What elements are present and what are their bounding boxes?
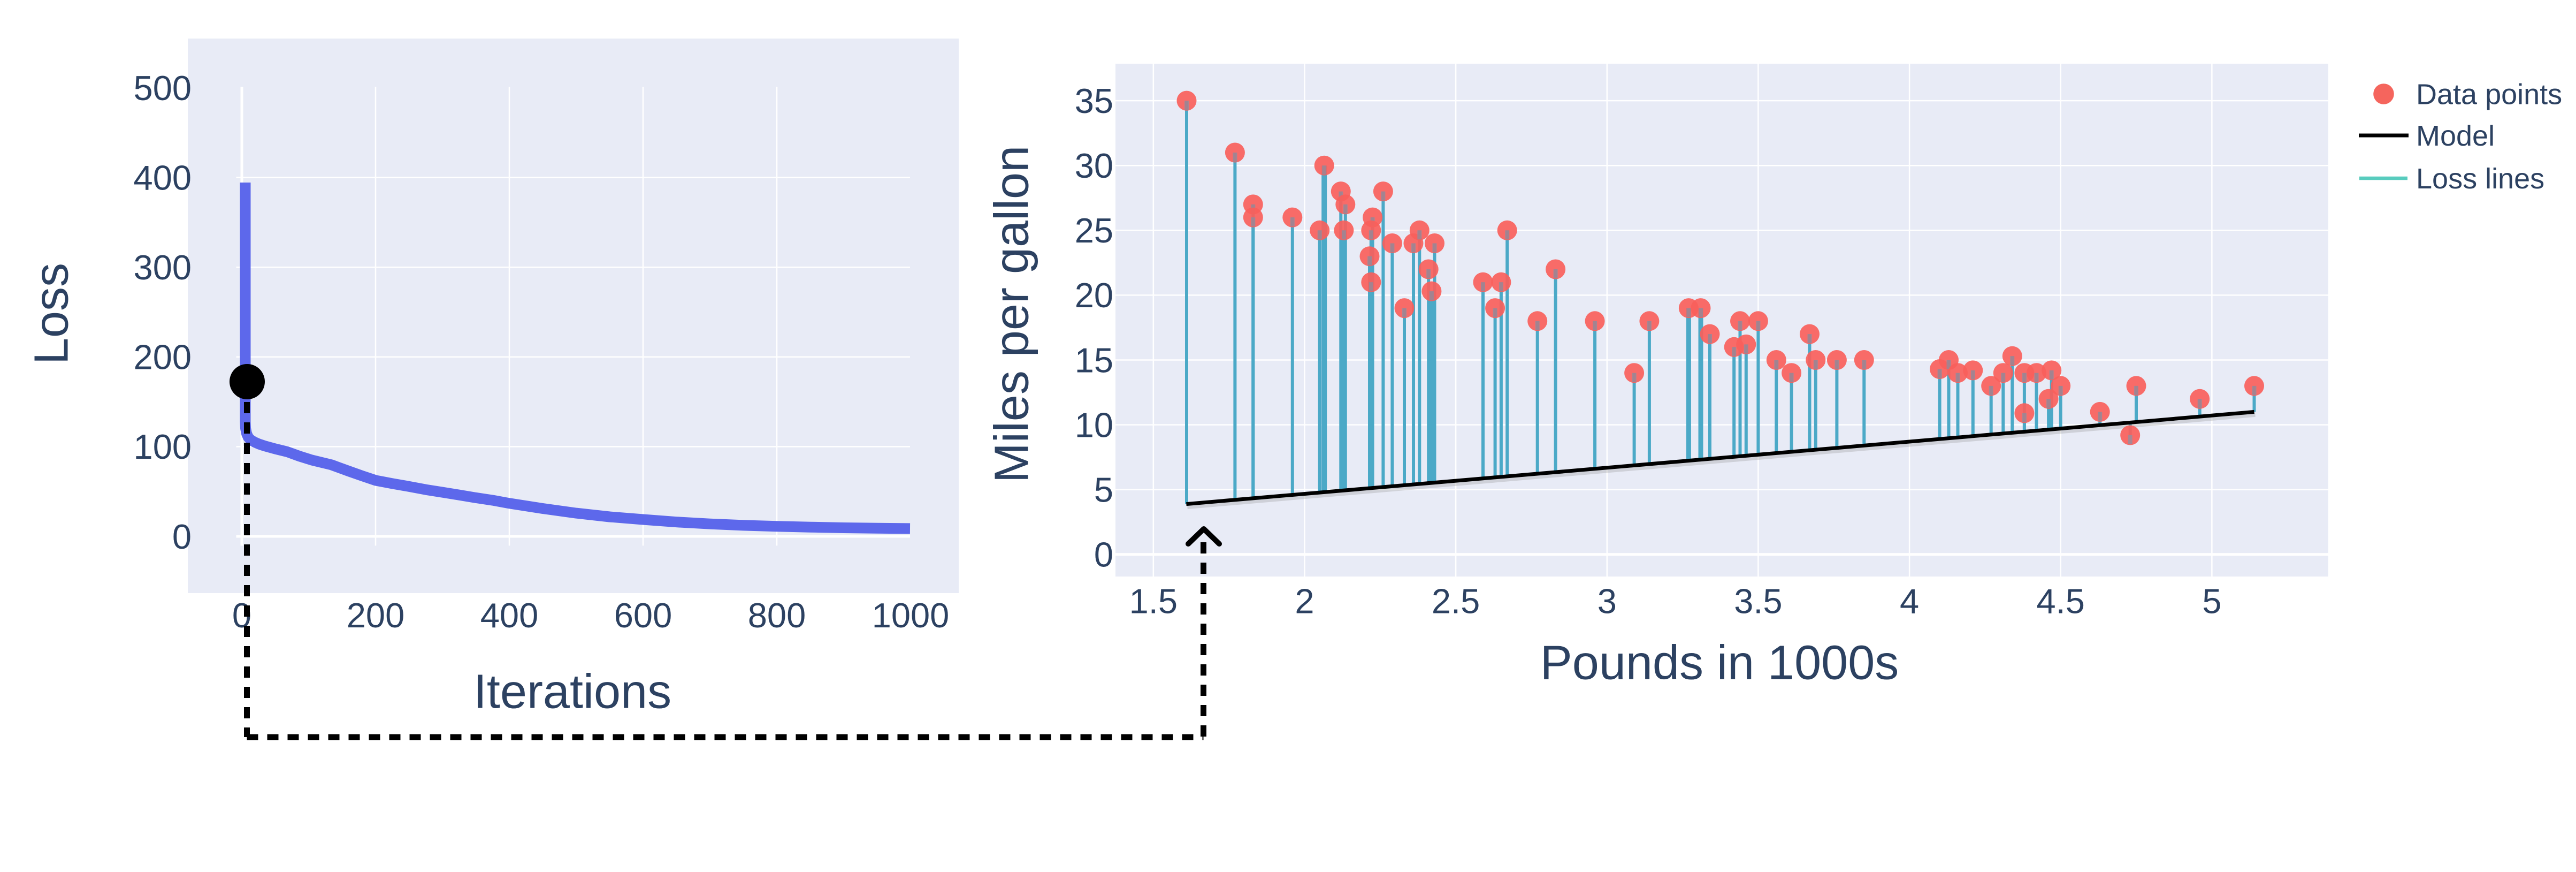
svg-text:600: 600 — [614, 596, 672, 635]
svg-text:200: 200 — [347, 596, 404, 635]
svg-text:Loss lines: Loss lines — [2416, 163, 2544, 195]
svg-text:Pounds in 1000s: Pounds in 1000s — [1540, 636, 1899, 690]
svg-text:300: 300 — [134, 248, 192, 287]
svg-text:Data points: Data points — [2416, 78, 2562, 110]
svg-text:25: 25 — [1075, 211, 1113, 250]
svg-text:1000: 1000 — [872, 596, 950, 635]
svg-text:3: 3 — [1597, 581, 1617, 620]
svg-text:10: 10 — [1075, 405, 1113, 444]
svg-text:5: 5 — [2202, 581, 2221, 620]
svg-text:0: 0 — [1094, 535, 1113, 574]
svg-text:400: 400 — [480, 596, 538, 635]
svg-text:30: 30 — [1075, 146, 1113, 185]
svg-text:35: 35 — [1075, 81, 1113, 120]
svg-text:800: 800 — [748, 596, 806, 635]
svg-text:2: 2 — [1295, 581, 1314, 620]
svg-text:500: 500 — [134, 69, 192, 108]
svg-text:400: 400 — [134, 158, 192, 197]
svg-text:0: 0 — [172, 517, 192, 556]
svg-text:15: 15 — [1075, 340, 1113, 380]
svg-text:Model: Model — [2416, 120, 2495, 152]
svg-text:4.5: 4.5 — [2037, 581, 2085, 620]
svg-text:2.5: 2.5 — [1432, 581, 1480, 620]
svg-text:5: 5 — [1094, 470, 1113, 509]
svg-text:Loss: Loss — [25, 263, 79, 365]
svg-text:20: 20 — [1075, 276, 1113, 315]
svg-text:3.5: 3.5 — [1734, 581, 1782, 620]
svg-text:1.5: 1.5 — [1129, 581, 1178, 620]
svg-text:Miles per gallon: Miles per gallon — [985, 146, 1039, 483]
svg-text:Iterations: Iterations — [473, 665, 671, 719]
svg-text:4: 4 — [1900, 581, 1919, 620]
svg-text:100: 100 — [134, 427, 192, 466]
svg-text:200: 200 — [134, 338, 192, 377]
